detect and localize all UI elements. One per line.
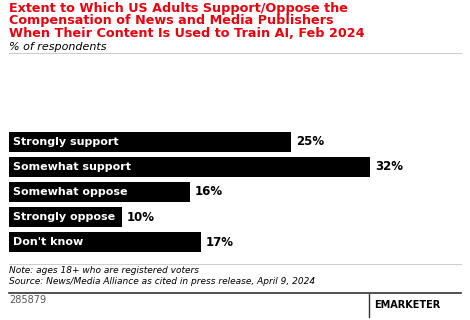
Bar: [9, 132, 291, 152]
Text: 16%: 16%: [195, 186, 222, 198]
Text: 285879: 285879: [9, 295, 47, 305]
Text: Don't know: Don't know: [13, 237, 84, 247]
Text: Extent to Which US Adults Support/Oppose the: Extent to Which US Adults Support/Oppose…: [9, 2, 348, 15]
Text: Somewhat oppose: Somewhat oppose: [13, 187, 128, 197]
Text: 10%: 10%: [127, 211, 155, 224]
Bar: [9, 207, 122, 227]
Text: 32%: 32%: [375, 160, 403, 173]
Text: EM: EM: [333, 300, 353, 313]
Text: Strongly oppose: Strongly oppose: [13, 212, 116, 222]
Bar: [9, 157, 370, 177]
Text: % of respondents: % of respondents: [9, 42, 107, 52]
Text: EMARKETER: EMARKETER: [374, 300, 440, 310]
Text: Source: News/Media Alliance as cited in press release, April 9, 2024: Source: News/Media Alliance as cited in …: [9, 277, 315, 286]
Text: When Their Content Is Used to Train AI, Feb 2024: When Their Content Is Used to Train AI, …: [9, 27, 365, 40]
Text: Strongly support: Strongly support: [13, 137, 119, 147]
Text: 25%: 25%: [296, 135, 324, 148]
Text: Somewhat support: Somewhat support: [13, 162, 131, 172]
Text: 17%: 17%: [206, 236, 234, 249]
Bar: [9, 232, 201, 252]
Bar: [9, 182, 190, 202]
Text: Note: ages 18+ who are registered voters: Note: ages 18+ who are registered voters: [9, 266, 199, 275]
Text: Compensation of News and Media Publishers: Compensation of News and Media Publisher…: [9, 14, 334, 28]
